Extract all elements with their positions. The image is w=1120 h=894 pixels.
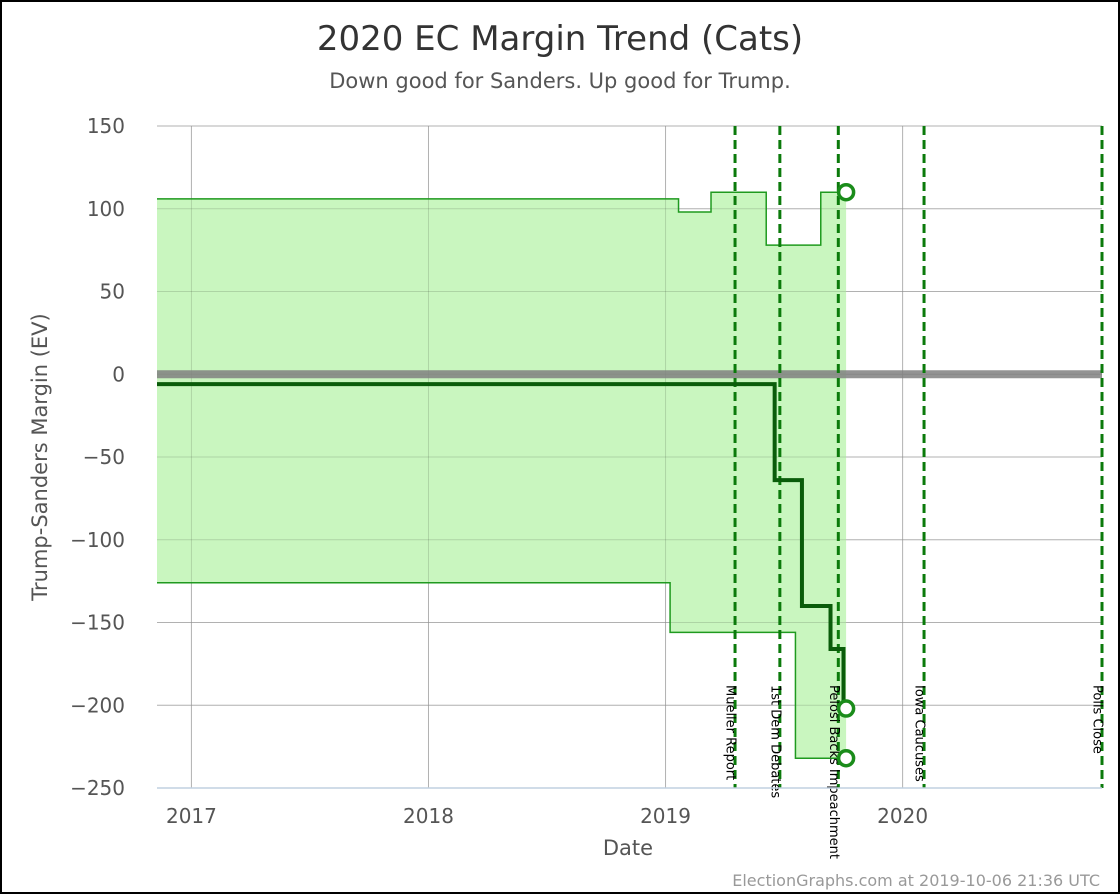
event-label: Polls Close	[1090, 685, 1105, 754]
x-tick-label: 2020	[877, 804, 928, 828]
plot-area: Mueller Report 1st Dem Debates Pelosi Back…	[70, 114, 1104, 859]
y-tick-label: −100	[70, 528, 125, 552]
credit-text: ElectionGraphs.com at 2019-10-06 21:36 U…	[732, 871, 1100, 890]
event-label: Mueller Report	[723, 685, 738, 780]
end-marker	[836, 699, 856, 718]
event-label: Iowa Caucuses	[912, 685, 927, 782]
series-line-sanders-best	[157, 582, 847, 759]
y-tick-label: 0	[112, 362, 125, 386]
y-axis-label: Trump-Sanders Margin (EV)	[28, 313, 52, 601]
series-line-trump-best	[157, 191, 847, 246]
x-tick-label: 2018	[403, 804, 454, 828]
zero-line	[157, 370, 1102, 379]
y-tick-label: 50	[100, 280, 125, 304]
y-tick-label: −150	[70, 611, 125, 635]
end-marker	[836, 748, 856, 768]
end-marker	[836, 182, 856, 202]
x-tick-label: 2019	[640, 804, 691, 828]
event-label: Pelosi Backs Impeachment	[826, 685, 841, 859]
x-axis-label: Date	[603, 836, 653, 860]
y-tick-label: 100	[87, 197, 125, 221]
y-tick-label: 150	[87, 114, 125, 138]
x-tick-label: 2017	[166, 804, 217, 828]
chart-title: 2020 EC Margin Trend (Cats)	[317, 19, 803, 59]
chart-subtitle: Down good for Sanders. Up good for Trump…	[329, 69, 791, 93]
range-band	[157, 192, 847, 759]
series-line-expected	[157, 382, 847, 711]
y-tick-label: −250	[70, 776, 125, 800]
y-tick-label: −50	[83, 445, 125, 469]
y-tick-label: −200	[70, 693, 125, 717]
event-label: 1st Dem Debates	[767, 685, 782, 798]
